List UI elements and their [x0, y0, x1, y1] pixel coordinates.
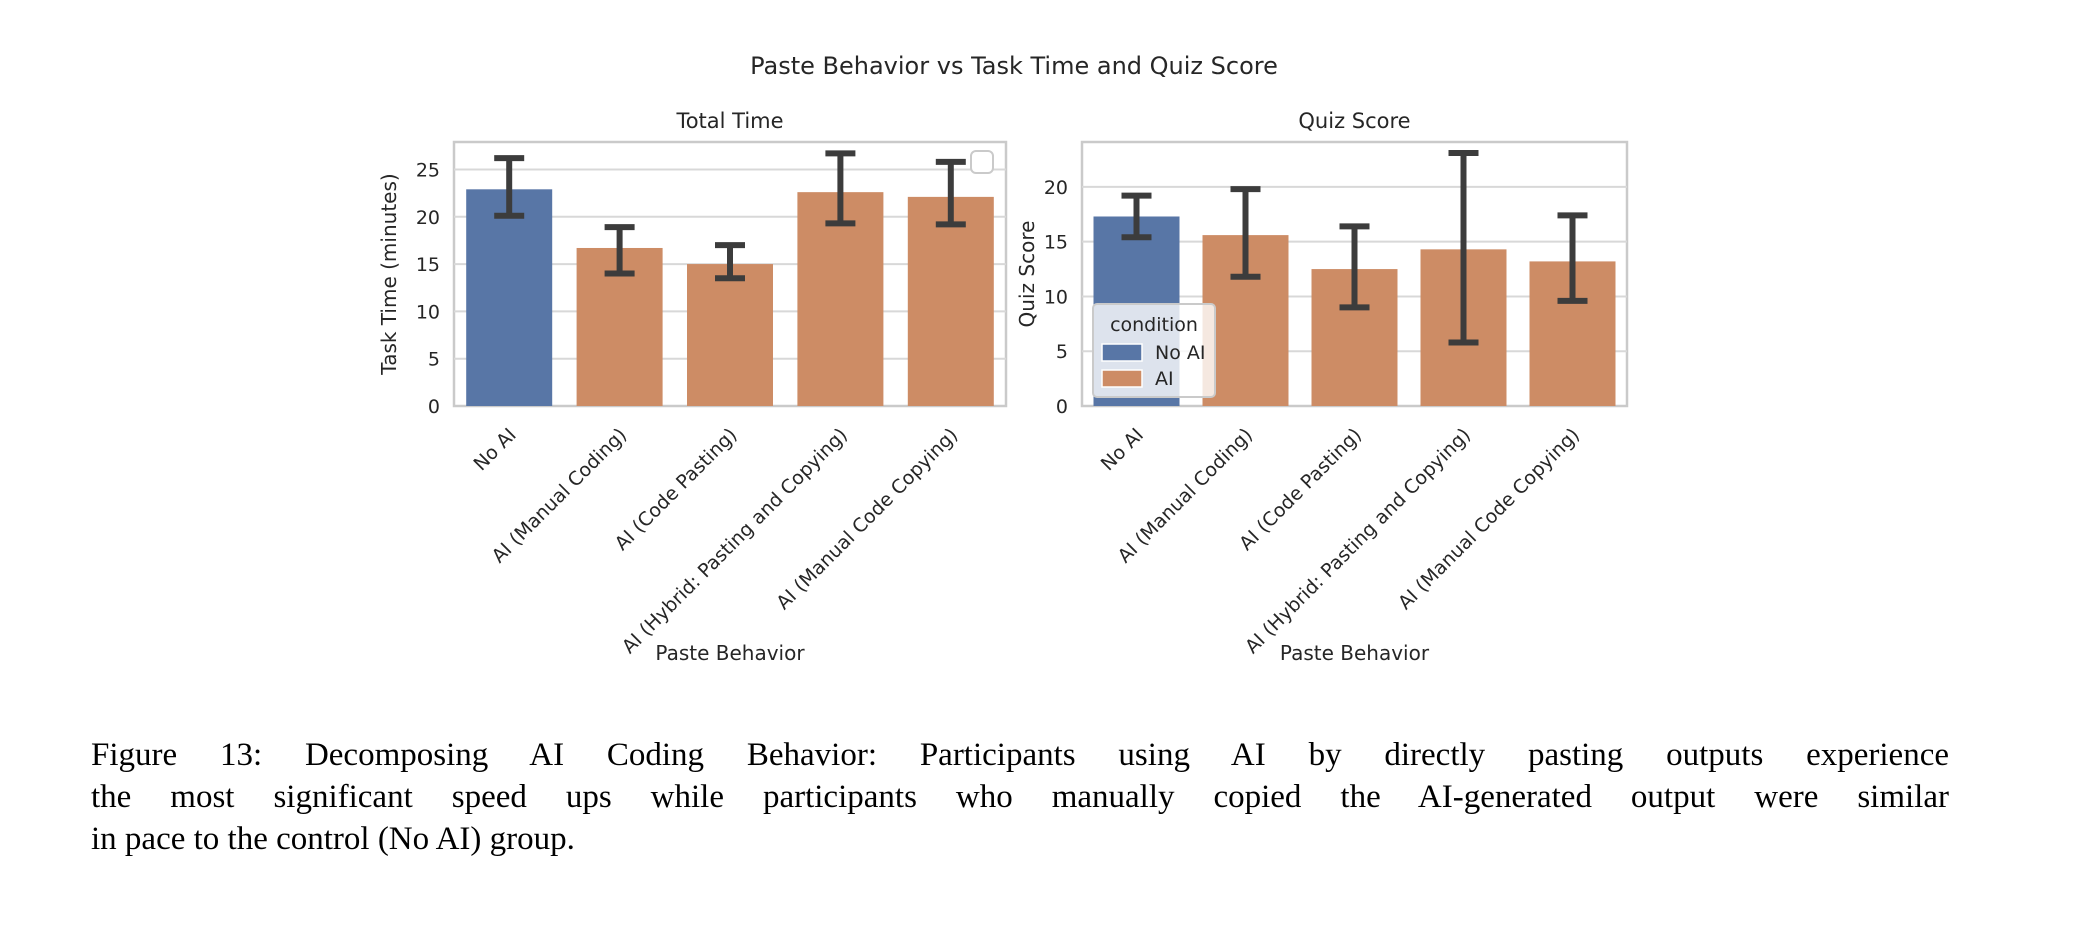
bar	[687, 264, 773, 406]
x-tick-label: AI (Manual Code Copying)	[772, 424, 962, 614]
empty-legend-box	[970, 150, 994, 174]
y-tick-label: 10	[1044, 286, 1068, 308]
y-tick-label: 0	[428, 396, 440, 418]
x-tick-label: AI (Code Pasting)	[1235, 424, 1366, 555]
y-tick-label: 10	[416, 301, 440, 323]
caption-line: in pace to the control (No AI) group.	[91, 821, 575, 857]
figure-title: Paste Behavior vs Task Time and Quiz Sco…	[750, 52, 1278, 80]
y-tick-label: 20	[1044, 177, 1068, 199]
y-tick-label: 20	[416, 207, 440, 229]
bar	[907, 196, 994, 406]
y-tick-label: 15	[1044, 232, 1068, 254]
bar	[797, 192, 884, 406]
legend-title: condition	[1110, 314, 1198, 336]
legend-item-label: AI	[1155, 368, 1174, 390]
x-tick-label: AI (Code Pasting)	[611, 424, 742, 555]
y-tick-label: 5	[1056, 341, 1068, 363]
y-tick-label: 0	[1056, 396, 1068, 418]
legend: condition No AI AI	[1092, 303, 1216, 398]
y-tick-label: 25	[416, 159, 440, 181]
legend-item-label: No AI	[1155, 342, 1205, 364]
y-tick-label: 15	[416, 254, 440, 276]
x-tick-label: AI (Hybrid: Pasting and Copying)	[618, 424, 852, 658]
x-tick-label: AI (Hybrid: Pasting and Copying)	[1241, 424, 1475, 658]
x-tick-label: AI (Manual Code Copying)	[1394, 424, 1584, 614]
x-axis-label: Paste Behavior	[1280, 641, 1430, 665]
subplot-title: Total Time	[675, 109, 783, 133]
caption-line: Figure 13: Decomposing AI Coding Behavio…	[91, 737, 1949, 773]
figure-caption: Figure 13: Decomposing AI Coding Behavio…	[91, 734, 1949, 860]
legend-swatch	[1101, 369, 1143, 388]
caption-line: the most significant speed ups while par…	[91, 779, 1949, 815]
x-axis-label: Paste Behavior	[655, 641, 805, 665]
legend-swatch	[1101, 343, 1143, 362]
y-tick-label: 5	[428, 349, 440, 371]
x-tick-label: No AI	[469, 424, 520, 475]
y-axis-label: Quiz Score	[1015, 221, 1039, 328]
x-tick-label: No AI	[1097, 424, 1148, 475]
bar	[466, 189, 553, 406]
y-axis-label: Task Time (minutes)	[377, 173, 401, 375]
subplot-title: Quiz Score	[1298, 109, 1410, 133]
